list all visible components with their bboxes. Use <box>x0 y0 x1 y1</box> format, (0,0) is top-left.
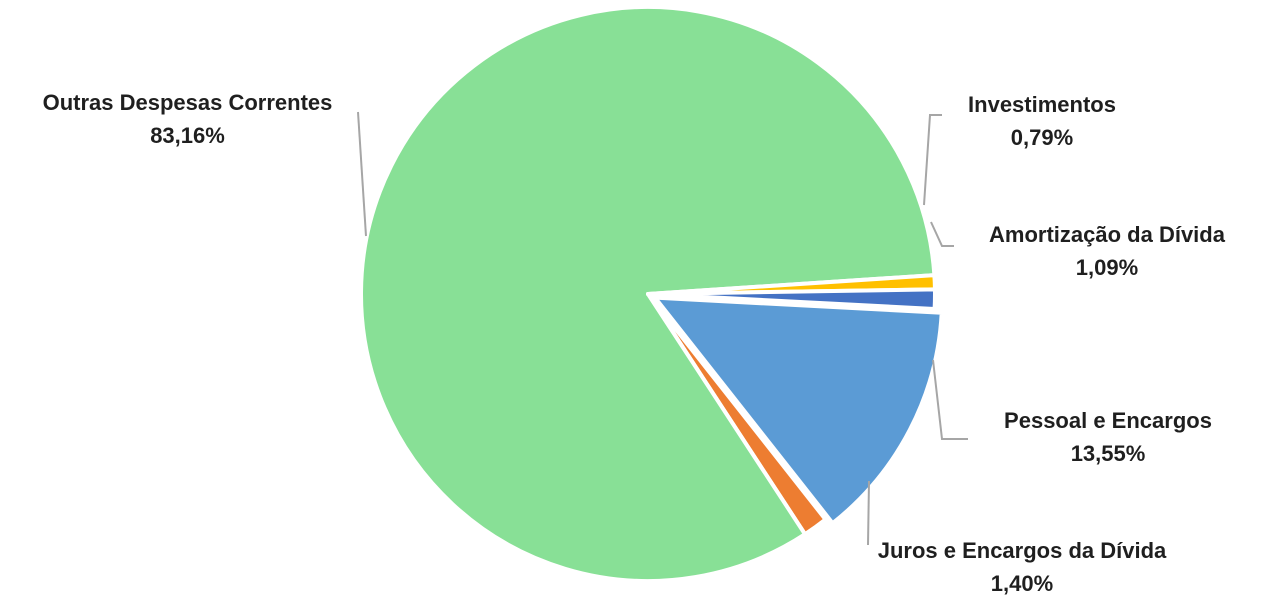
label-name: Outras Despesas Correntes <box>42 90 333 115</box>
data-label-outras-despesas-correntes: Outras Despesas Correntes 83,16% <box>10 86 365 152</box>
leader-line-outras-despesas-correntes <box>357 111 367 237</box>
label-name: Juros e Encargos da Dívida <box>877 538 1167 563</box>
label-value: 13,55% <box>1070 441 1146 466</box>
label-name: Investimentos <box>968 92 1116 117</box>
label-name: Amortização da Dívida <box>989 222 1225 247</box>
leader-line-juros-e-encargos-da-divida <box>867 480 870 546</box>
label-value: 1,09% <box>1075 255 1139 280</box>
label-name: Pessoal e Encargos <box>1004 408 1212 433</box>
leader-line-pessoal-e-encargos <box>932 359 968 440</box>
label-value: 83,16% <box>150 123 225 148</box>
data-label-investimentos: Investimentos 0,79% <box>932 88 1152 154</box>
leader-line-investimentos <box>923 114 942 206</box>
leader-line-amortizacao-da-divida <box>930 221 954 247</box>
data-label-juros-e-encargos-da-divida: Juros e Encargos da Dívida 1,40% <box>832 534 1212 600</box>
data-label-amortizacao-da-divida: Amortização da Dívida 1,09% <box>952 218 1262 284</box>
pie-slice-pessoal-e-encargos <box>653 295 944 526</box>
data-label-pessoal-e-encargos: Pessoal e Encargos 13,55% <box>968 404 1248 470</box>
pie-slice-amortizacao-da-divida <box>646 287 938 312</box>
pie-slices <box>359 5 944 583</box>
label-value: 1,40% <box>990 571 1054 596</box>
label-value: 0,79% <box>1010 125 1074 150</box>
leader-lines <box>357 111 968 546</box>
